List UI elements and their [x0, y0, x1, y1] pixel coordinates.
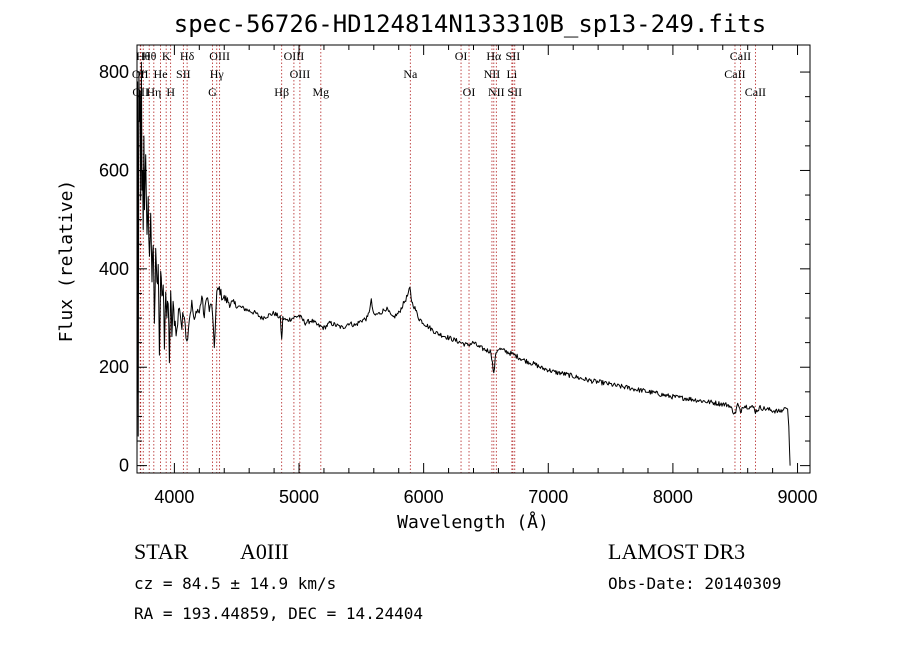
- y-tick-label: 0: [119, 456, 129, 476]
- line-marker-label: SII: [506, 49, 521, 63]
- line-marker-label: Hα: [486, 49, 502, 63]
- y-tick-label: 600: [99, 160, 129, 180]
- line-marker-label: G: [208, 85, 217, 99]
- x-tick-label: 8000: [653, 487, 693, 507]
- coordinates-text: RA = 193.44859, DEC = 14.24404: [134, 604, 423, 623]
- redshift-text: cz = 84.5 ± 14.9 km/s: [134, 574, 336, 593]
- y-tick-label: 200: [99, 357, 129, 377]
- line-marker-label: OIII: [284, 49, 305, 63]
- line-marker-label: OI: [455, 49, 468, 63]
- line-marker-label: OI: [463, 85, 476, 99]
- line-marker-label: OII: [132, 67, 149, 81]
- line-marker-label: K: [162, 49, 171, 63]
- y-axis: 0 200 400 600 800: [99, 62, 810, 476]
- line-marker-label: H: [166, 85, 175, 99]
- x-tick-label: 4000: [154, 487, 194, 507]
- y-tick-label: 800: [99, 62, 129, 82]
- line-marker-label: OIII: [209, 49, 230, 63]
- line-marker-label: He: [154, 67, 168, 81]
- line-marker-label: Hη: [146, 85, 161, 99]
- obs-date-text: Obs-Date: 20140309: [608, 574, 781, 593]
- line-marker-label: SII: [507, 85, 522, 99]
- line-marker-label: Hγ: [210, 67, 225, 81]
- line-marker-label: CaII: [730, 49, 751, 63]
- line-marker-label: Hδ: [180, 49, 195, 63]
- line-marker-label: CaII: [745, 85, 766, 99]
- line-marker-label: Li: [507, 67, 518, 81]
- x-tick-label: 7000: [528, 487, 568, 507]
- line-marker-label: SII: [176, 67, 191, 81]
- y-axis-label: Flux (relative): [56, 180, 77, 343]
- line-marker-label: OIII: [290, 67, 311, 81]
- line-marker-label: CaII: [724, 67, 745, 81]
- survey-name: LAMOST DR3: [608, 539, 745, 564]
- x-tick-label: 6000: [404, 487, 444, 507]
- x-axis-label: Wavelength (Å): [397, 511, 549, 533]
- line-marker-label: Mg: [312, 85, 329, 99]
- line-marker-label: NII: [488, 85, 505, 99]
- line-marker-label: Hθ: [142, 49, 157, 63]
- line-marker-label: Na: [403, 67, 418, 81]
- line-marker-group: [139, 45, 756, 473]
- line-marker-label: NII: [484, 67, 501, 81]
- line-marker-label: Hθ: [136, 49, 151, 63]
- x-tick-label: 5000: [279, 487, 319, 507]
- y-tick-label: 400: [99, 259, 129, 279]
- object-subclass: A0III: [240, 539, 289, 564]
- x-tick-label: 9000: [778, 487, 818, 507]
- chart-title: spec-56726-HD124814N133310B_sp13-249.fit…: [174, 10, 766, 38]
- object-class: STAR: [134, 539, 189, 564]
- x-axis: 4000 5000 6000 7000 8000 9000: [154, 45, 818, 507]
- spectrum-series-line: [136, 61, 791, 466]
- line-marker-label: Hβ: [274, 85, 289, 99]
